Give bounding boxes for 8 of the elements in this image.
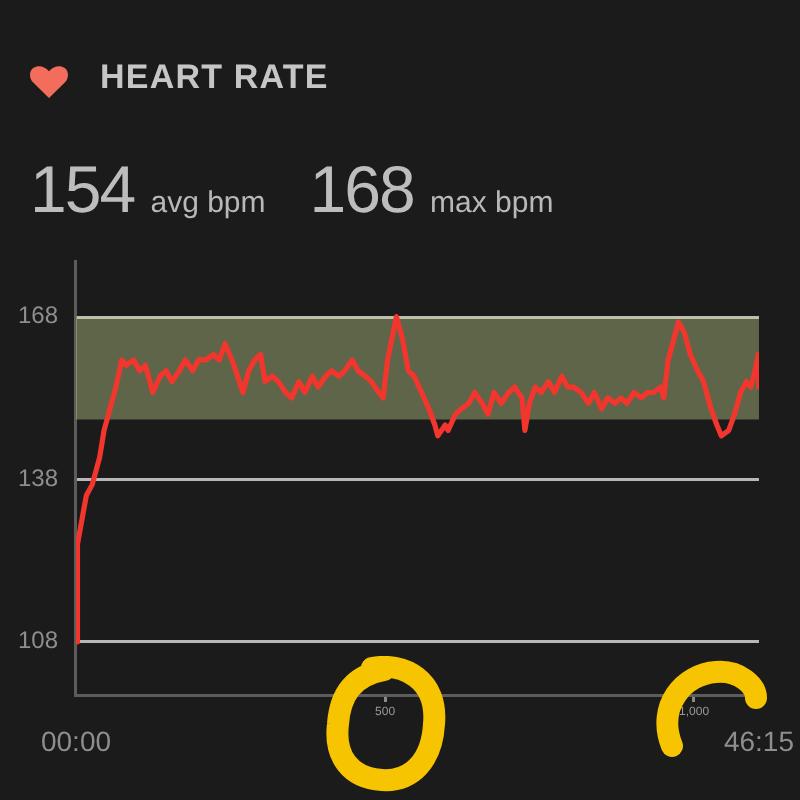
x-tick-label: 46:15: [723, 724, 795, 757]
y-tick-label: 138: [17, 463, 59, 492]
chart-title: HEART RATE: [100, 58, 329, 98]
y-tick-label: 108: [17, 626, 59, 655]
text: 168 max bpm: [309, 152, 554, 226]
y-tick-label: 168: [17, 301, 59, 330]
text: 154 avg bpm: [30, 152, 266, 226]
x-tick-label: 00:00: [40, 724, 112, 757]
